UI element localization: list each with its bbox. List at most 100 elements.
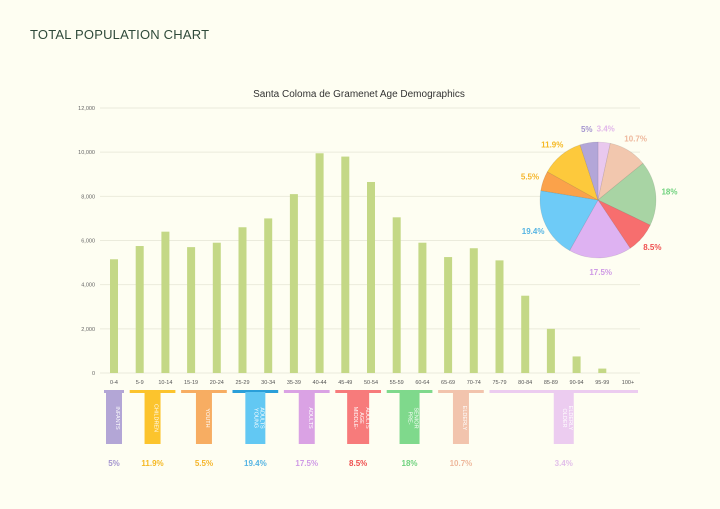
pie-label: 3.4% [597,124,615,133]
group-percent: 5.5% [195,459,213,468]
bar-95-99 [598,368,607,373]
group-bracket [104,390,124,393]
group-bracket [438,390,484,393]
x-tick-label: 80-84 [518,380,532,386]
group-banner [106,392,122,444]
pie-label: 5.5% [521,172,539,181]
group-label: OLDER [561,409,567,428]
y-tick-label: 2,000 [81,327,95,333]
group-percent: 11.9% [141,459,163,468]
x-tick-label: 65-69 [441,380,455,386]
pie-slice [579,141,599,201]
group-label: YOUTH [204,408,210,427]
age-group-older-elderly: OLDER ELDERLY 3.4% [489,390,638,468]
x-tick-label: 45-49 [338,380,352,386]
bar-0-4 [110,259,118,373]
age-group-young-adults: YOUNG ADULTS 19.4% [232,390,279,468]
bar-60-64 [418,242,427,373]
group-label: AGE [358,412,364,424]
x-tick-label: 95-99 [595,380,609,386]
bar-35-39 [289,194,298,373]
x-tick-label: 70-74 [467,380,481,386]
x-tick-label: 90-94 [570,380,584,386]
bar-75-79 [495,260,504,373]
group-percent: 8.5% [349,459,367,468]
bar-65-69 [444,257,453,373]
y-tick-label: 10,000 [78,150,95,156]
pie-label: 11.9% [541,140,563,149]
age-group-elderly: ELDERLY 10.7% [438,390,484,468]
page-title: TOTAL POPULATION CHART [30,27,210,42]
group-label: ELDERLY [461,406,467,431]
bar-40-44 [315,153,324,373]
bar-5-9 [135,246,144,373]
pie-slice [597,141,611,201]
age-group-infants: INFANTS 5% [104,390,124,468]
group-bracket [489,390,638,393]
age-group-middle-age-adults: MIDDLE- AGE ADULTS 8.5% [335,390,381,468]
pie-label: 17.5% [589,268,612,277]
group-percent: 3.4% [555,459,573,468]
group-label: ADULTS [307,407,313,429]
group-banner [195,392,212,444]
bars [110,153,607,373]
group-banner [245,392,266,444]
group-label: MIDDLE- [352,407,358,430]
group-banner [144,392,161,444]
bar-85-89 [546,328,555,373]
x-tick-label: 85-89 [544,380,558,386]
group-percent: 19.4% [244,459,267,468]
pie-slice [546,144,599,201]
group-percent: 10.7% [450,459,473,468]
group-label: ADULTS [258,407,264,429]
group-label: SENIOR [413,407,419,428]
y-tick-label: 12,000 [78,106,95,112]
pie-slice [539,190,599,251]
group-bracket [232,390,279,393]
age-group-youth: YOUTH 5.5% [181,390,227,468]
pie-label: 5% [581,125,593,134]
group-banner [553,392,574,444]
x-tick-label: 100+ [622,380,634,386]
bar-15-19 [187,247,196,373]
x-axis-ticks: 0-4 5-9 10-14 15-19 20-24 25-29 30-34 35-39 40-4… [110,380,634,386]
y-tick-label: 4,000 [81,283,95,289]
group-bracket [283,390,330,393]
group-bracket [335,390,381,393]
pie-label: 18% [661,188,677,197]
group-label: ELDERLY [567,406,573,431]
bar-45-49 [341,156,350,373]
pie-slice [597,142,644,201]
y-tick-label: 6,000 [81,239,95,245]
x-tick-label: 15-19 [184,380,198,386]
age-group-adults: ADULTS 17.5% [283,390,330,468]
x-tick-label: 0-4 [110,380,118,386]
pie-chart: 3.4% 10.7% 18% 8.5% 17.5% 19.4% 5.5% 11.9% 5% [521,124,678,277]
group-banner [347,392,370,444]
group-percent: 5% [108,459,120,468]
x-tick-label: 25-29 [235,380,249,386]
pie-slice [597,162,657,226]
y-tick-label: 0 [92,371,95,377]
x-tick-label: 20-24 [210,380,224,386]
pie-label: 8.5% [643,243,661,252]
bar-50-54 [367,181,375,373]
age-group-pre-senior: PRE- SENIOR 18% [386,390,433,468]
group-bracket [129,390,176,393]
pie-slice [569,199,631,259]
x-tick-label: 75-79 [492,380,506,386]
group-percent: 18% [402,459,418,468]
x-tick-label: 35-39 [287,380,301,386]
group-label: ADULTS [364,407,370,429]
y-axis-ticks: 0 2,000 4,000 6,000 8,000 10,000 12,000 [78,106,95,377]
bar-10-14 [161,231,170,373]
bar-80-84 [521,295,530,373]
pie-label: 19.4% [522,227,545,236]
x-tick-label: 40-44 [313,380,327,386]
group-banner [452,392,469,444]
x-tick-label: 5-9 [136,380,144,386]
group-percent: 17.5% [295,459,318,468]
bar-30-34 [264,218,273,373]
